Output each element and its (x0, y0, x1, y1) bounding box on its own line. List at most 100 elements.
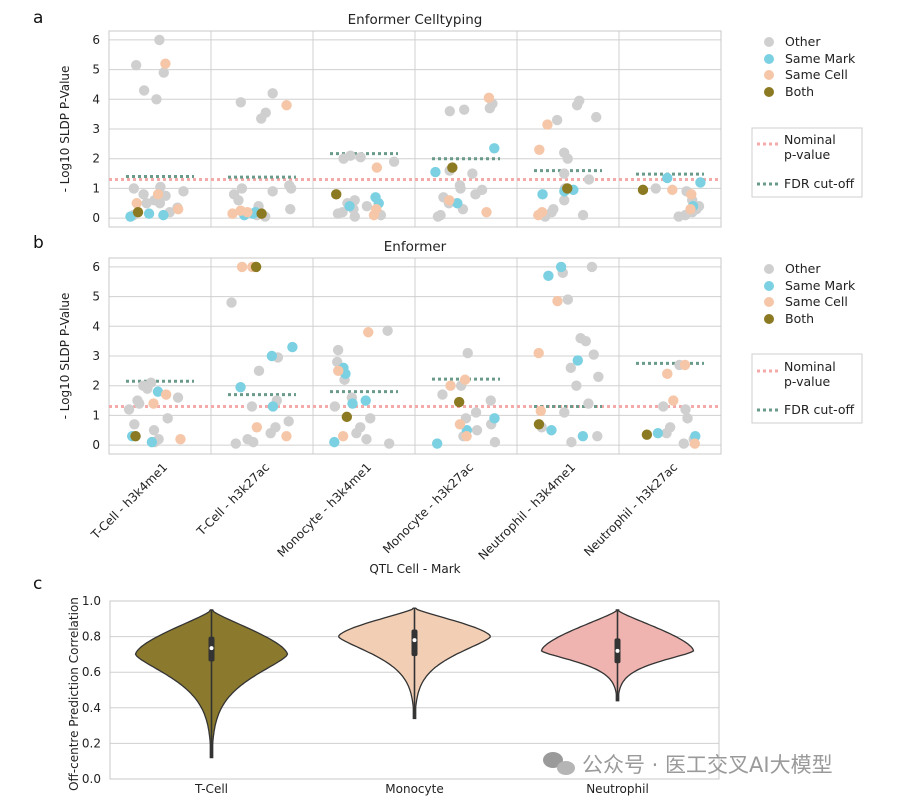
data-point-other (253, 365, 265, 377)
data-point-other (285, 183, 297, 194)
data-point-same-mark (360, 395, 371, 406)
watermark: 公众号 · 医工交叉AI大模型 (543, 752, 833, 777)
data-point-other (154, 34, 165, 46)
x-tick-label: Monocyte - h3k27ac (380, 460, 476, 556)
data-point-same-cell (481, 206, 492, 218)
x-axis-label: QTL Cell - Mark (369, 562, 460, 576)
data-point-other (383, 438, 395, 449)
data-point-other (128, 183, 140, 194)
data-point-same-mark (235, 381, 246, 393)
data-point-same-cell (454, 419, 466, 430)
data-point-other (151, 94, 162, 105)
y-tick-label: 0.0 (82, 772, 101, 786)
x-tick-label: Neutrophil - h3k4me1 (476, 460, 579, 563)
x-tick-label: Monocyte - h3k4me1 (274, 460, 374, 560)
data-point-other (489, 436, 501, 448)
data-point-both (331, 189, 342, 200)
y-tick-label: 1 (92, 408, 100, 422)
data-point-other (673, 211, 684, 222)
data-point-same-cell (459, 374, 471, 385)
data-point-other (650, 183, 661, 194)
data-point-other (265, 428, 276, 439)
legend-b-same-cell-marker (764, 297, 774, 307)
data-point-same-cell (363, 327, 374, 338)
data-point-other (332, 344, 344, 356)
legend-b-other-marker (764, 264, 774, 274)
plot-frame (108, 30, 722, 228)
data-point-same-cell (131, 198, 142, 209)
data-point-other (236, 183, 248, 194)
data-point-both (132, 206, 144, 218)
data-point-other (658, 401, 669, 412)
data-point-same-cell (371, 162, 383, 173)
legend-b-same-mark: Same Mark (785, 278, 856, 293)
data-point-same-mark (347, 398, 358, 409)
data-point-same-mark (572, 355, 583, 366)
data-point-both (447, 162, 458, 173)
violin-median (412, 638, 417, 643)
panel-c-violin: 0.0 0.2 0.4 0.6 0.8 1.0 T-Cell Monocyte Neutroph… (67, 594, 720, 796)
chart-title: Enformer Celltyping (348, 12, 483, 28)
data-point-both (562, 183, 573, 194)
data-point-same-cell (686, 189, 697, 200)
data-point-other (388, 156, 400, 167)
data-point-other (580, 335, 592, 347)
data-point-other (437, 389, 448, 400)
legend-a-same-mark-marker (764, 54, 774, 64)
legend-a-fdr: FDR cut-off (784, 176, 855, 191)
data-point-other (444, 105, 455, 117)
data-point-same-cell (227, 208, 238, 219)
data-point-other (248, 436, 259, 448)
data-point-other (355, 152, 366, 163)
data-point-other (432, 211, 444, 222)
data-point-other (134, 398, 145, 409)
data-point-other (130, 59, 142, 71)
y-axis-label: - Log10 SLDP P-Value (58, 293, 72, 420)
legend-b-both: Both (785, 311, 814, 326)
data-point-same-mark (662, 172, 673, 184)
data-point-other (678, 438, 689, 449)
data-point-other (485, 395, 496, 406)
y-tick-label: 2 (92, 152, 100, 166)
data-point-other (583, 398, 594, 409)
data-point-same-cell (236, 261, 248, 273)
data-point-same-mark (546, 425, 557, 436)
data-point-other (593, 371, 604, 382)
data-point-same-cell (461, 430, 472, 442)
data-point-both (130, 430, 141, 442)
data-point-both (641, 429, 653, 440)
data-point-other (382, 325, 393, 336)
data-point-same-cell (333, 365, 344, 377)
data-point-same-mark (537, 189, 548, 200)
data-point-same-mark (452, 198, 463, 209)
panel-label-c: c (33, 574, 42, 594)
data-point-same-cell (685, 203, 696, 215)
data-point-both (533, 419, 545, 430)
data-point-other (588, 349, 599, 360)
data-point-other (562, 153, 573, 164)
data-point-same-cell (668, 395, 679, 406)
data-point-other (591, 111, 602, 123)
legend-b-nominal-1: Nominal (784, 359, 836, 374)
legend-a-other: Other (785, 34, 821, 49)
data-point-same-cell (160, 58, 171, 69)
y-tick-label: 0.2 (82, 736, 101, 750)
x-tick-label: Neutrophil (586, 782, 649, 796)
x-tick-label: T-Cell - h3k27ac (193, 460, 272, 539)
data-point-other (267, 88, 278, 99)
data-point-other (226, 297, 237, 308)
data-point-same-mark (431, 438, 443, 449)
data-point-same-cell (281, 100, 292, 111)
data-point-other (458, 104, 470, 115)
data-point-other (559, 195, 570, 206)
data-point-other (178, 186, 189, 197)
data-point-both (250, 261, 262, 273)
data-point-other (332, 208, 344, 219)
legend-a-same-cell: Same Cell (785, 67, 848, 82)
data-point-same-cell (172, 203, 184, 215)
data-point-other (235, 97, 246, 108)
y-tick-label: 1 (92, 181, 100, 195)
violin-median (615, 648, 620, 653)
data-point-same-cell (175, 433, 186, 445)
data-point-other (256, 113, 267, 124)
